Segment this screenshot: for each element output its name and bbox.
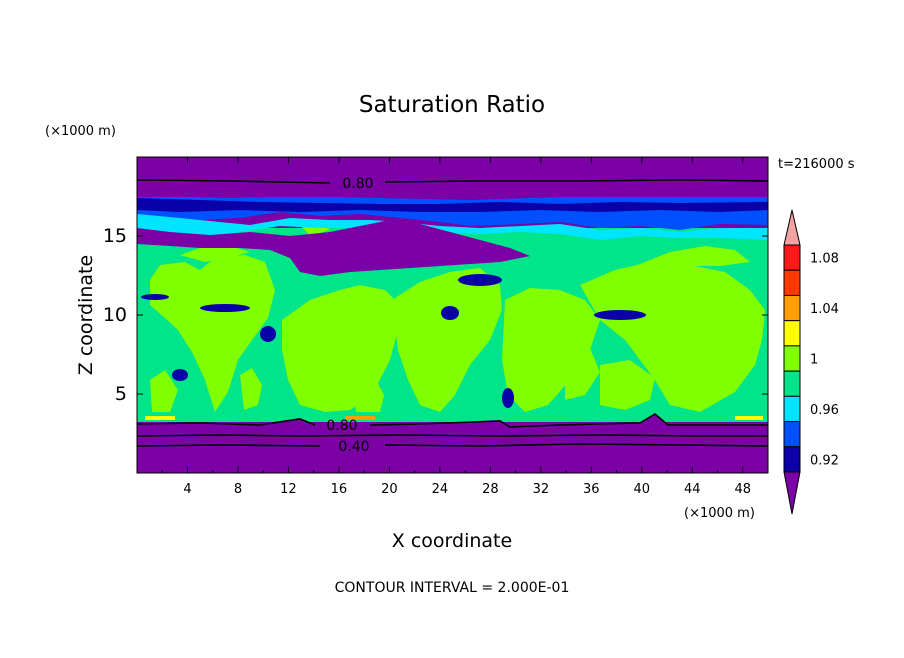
colorbar-box xyxy=(783,320,801,347)
colorbar-max-arrow xyxy=(783,209,801,246)
y-axis-ticks: 5 10 15 xyxy=(103,225,768,405)
x-axis-unit: (×1000 m) xyxy=(684,506,755,521)
y-axis-unit: (×1000 m) xyxy=(45,124,116,139)
field-top-layer xyxy=(137,157,768,197)
colorbar-box xyxy=(783,345,801,372)
colorbar-label: 0.92 xyxy=(810,453,839,468)
x-tick-label: 12 xyxy=(280,482,297,497)
field-surface-layer xyxy=(137,414,768,473)
contour-label-top: 0.80 xyxy=(342,176,373,192)
colorbar-min-arrow xyxy=(783,471,801,515)
colorbar-box xyxy=(783,421,801,448)
x-tick-label: 48 xyxy=(734,482,751,497)
colorbar-label: 0.96 xyxy=(810,403,839,418)
field-upper-navy-band xyxy=(137,198,768,212)
x-tick-label: 20 xyxy=(381,482,398,497)
contour-label-bottom: 0.40 xyxy=(338,439,369,455)
field-green-cells xyxy=(150,205,765,412)
colorbar-label: 1 xyxy=(810,353,818,368)
x-tick-label: 28 xyxy=(482,482,499,497)
x-tick-label: 4 xyxy=(183,482,191,497)
contour-interval-note: CONTOUR INTERVAL = 2.000E-01 xyxy=(335,580,570,596)
x-tick-label: 16 xyxy=(331,482,348,497)
x-axis-label: X coordinate xyxy=(392,530,512,552)
x-tick-label: 8 xyxy=(234,482,242,497)
x-tick-label: 40 xyxy=(634,482,651,497)
y-tick-label: 5 xyxy=(115,383,127,405)
colorbar-box xyxy=(783,370,801,397)
contour-lines xyxy=(137,179,768,447)
time-label: t=216000 s xyxy=(778,157,855,172)
x-tick-label: 32 xyxy=(533,482,550,497)
contour-label-mid: 0.80 xyxy=(326,418,357,434)
field-dry-pockets xyxy=(141,274,646,408)
x-tick-label: 44 xyxy=(684,482,701,497)
colorbar-label: 1.08 xyxy=(810,252,839,267)
colorbar-box xyxy=(783,395,801,423)
y-tick-label: 10 xyxy=(103,304,127,326)
plot-field: 0.80 0.80 0.40 xyxy=(137,157,768,473)
x-tick-label: 36 xyxy=(583,482,600,497)
colorbar-box xyxy=(783,446,801,473)
y-axis-label: Z coordinate xyxy=(75,255,97,375)
x-axis-ticks: 4 8 12 16 20 24 28 32 36 40 44 48 xyxy=(161,157,751,497)
x-tick-label: 24 xyxy=(432,482,449,497)
y-tick-label: 15 xyxy=(103,225,127,247)
field-dry-tongue xyxy=(137,220,530,276)
colorbar-label: 1.04 xyxy=(810,302,839,317)
field-upper-cyan-band xyxy=(137,214,768,242)
colorbar-box xyxy=(783,294,801,322)
colorbar-box xyxy=(783,244,801,271)
chart-title: Saturation Ratio xyxy=(359,92,545,118)
field-surface-streaks xyxy=(145,416,763,420)
colorbar-box xyxy=(783,269,801,296)
colorbar: 0.92 0.96 1 1.04 1.08 xyxy=(783,209,839,515)
